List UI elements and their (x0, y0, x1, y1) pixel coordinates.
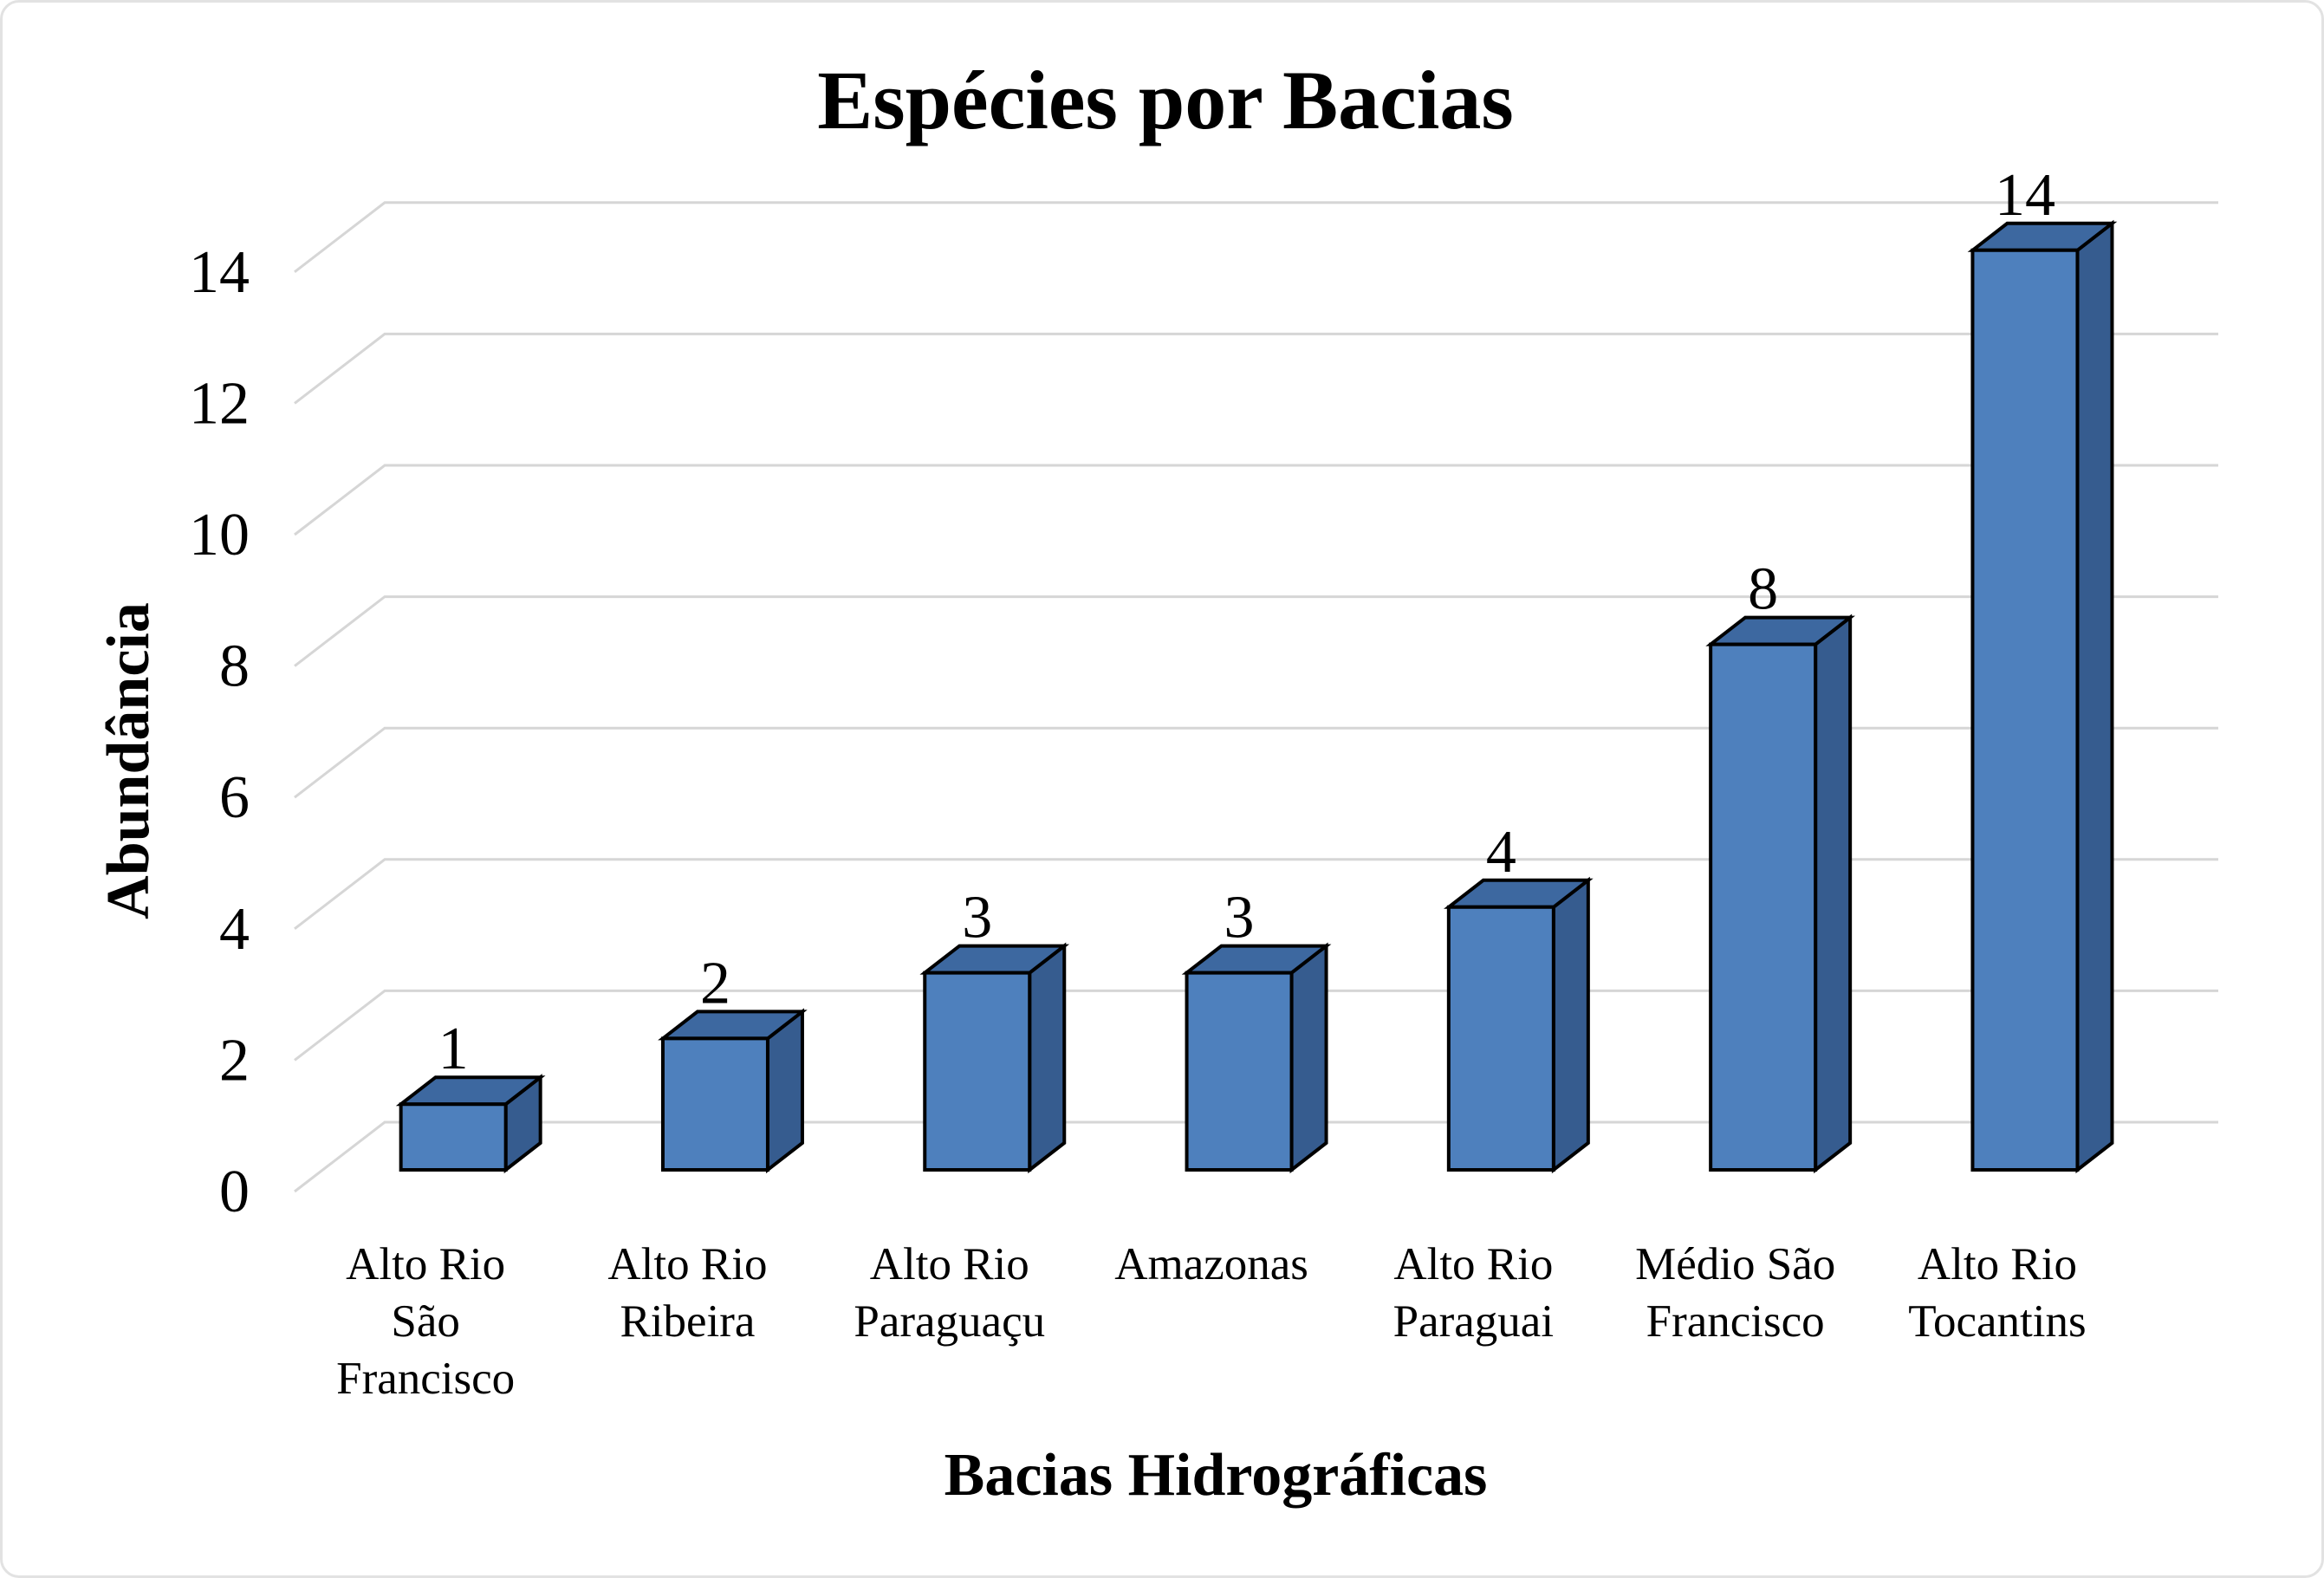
category-label-line: Paraguaçu (854, 1296, 1045, 1347)
bar-front-face (1709, 642, 1818, 1172)
gridline-0 (294, 1120, 2218, 1193)
category-label: Médio São Francisco (1635, 1239, 1835, 1347)
y-tick-14: 14 (189, 239, 250, 306)
category-label-line: Alto Rio (1918, 1239, 2077, 1289)
bar-front-face (399, 1102, 508, 1172)
category-label-line: Amazonas (1114, 1239, 1308, 1289)
category-label-line: Alto Rio (1393, 1239, 1553, 1289)
category-label-line: Ribeira (620, 1296, 755, 1347)
bar-value-label: 3 (962, 885, 992, 951)
y-axis-title: Abundância (95, 602, 162, 919)
category-label: Alto Rio Tocantins (1908, 1239, 2086, 1347)
bar-value-label: 1 (438, 1016, 469, 1082)
gridline-2 (294, 989, 2218, 1062)
bar-side-face (1551, 876, 1590, 1174)
category-label: Alto Rio Paraguaçu (854, 1239, 1045, 1347)
gridline-10 (294, 464, 2218, 536)
category-label-line: Alto Rio (346, 1239, 505, 1289)
y-tick-12: 12 (189, 370, 250, 437)
gridline-12 (294, 332, 2218, 405)
bar-front-face (1446, 905, 1555, 1172)
category-label: Alto Rio São Francisco (336, 1239, 515, 1404)
category-label-line: Alto Rio (607, 1239, 767, 1289)
bar-side-face (1289, 942, 1328, 1174)
bar-front-face (1185, 971, 1294, 1172)
y-tick-6: 6 (219, 764, 250, 831)
y-tick-4: 4 (219, 896, 250, 963)
bar-value-label: 4 (1486, 819, 1516, 886)
category-label: Amazonas (1114, 1239, 1308, 1289)
bar-side-face (1814, 614, 1853, 1174)
category-label-line: Alto Rio (870, 1239, 1029, 1289)
gridline-6 (294, 726, 2218, 799)
category-label-line: São (391, 1296, 460, 1347)
bar-side-face (2075, 219, 2114, 1174)
y-tick-labels: 0 2 4 6 8 10 12 14 (189, 239, 250, 1225)
bar-value-label: 3 (1224, 885, 1255, 951)
y-tick-8: 8 (219, 633, 250, 700)
category-label-line: Paraguai (1393, 1296, 1554, 1347)
chart-title: Espécies por Bacias (817, 54, 1514, 146)
category-label-line: Francisco (1646, 1296, 1825, 1347)
data-labels: 1 2 3 3 4 8 14 (438, 162, 2055, 1082)
gridline-14 (294, 201, 2218, 273)
bar-front-face (923, 971, 1032, 1172)
category-label: Alto Rio Ribeira (607, 1239, 767, 1347)
category-label-line: Tocantins (1908, 1296, 2086, 1347)
y-tick-2: 2 (219, 1027, 250, 1094)
gridline-4 (294, 858, 2218, 930)
y-tick-10: 10 (189, 502, 250, 568)
x-axis-title: Bacias Hidrográficas (945, 1442, 1488, 1509)
gridlines (294, 201, 2218, 1193)
bar-value-label: 8 (1748, 556, 1778, 623)
category-label: Alto Rio Paraguai (1393, 1239, 1554, 1347)
bar-value-label: 14 (1995, 162, 2055, 229)
bar-front-face (1970, 248, 2080, 1172)
category-label-line: Médio São (1635, 1239, 1835, 1289)
gridline-8 (294, 595, 2218, 667)
bar-value-label: 2 (700, 950, 730, 1016)
bar-side-face (1028, 942, 1067, 1174)
bars (395, 219, 2118, 1174)
category-label-line: Francisco (336, 1354, 515, 1404)
y-tick-0: 0 (219, 1159, 250, 1225)
bar-front-face (660, 1036, 769, 1172)
